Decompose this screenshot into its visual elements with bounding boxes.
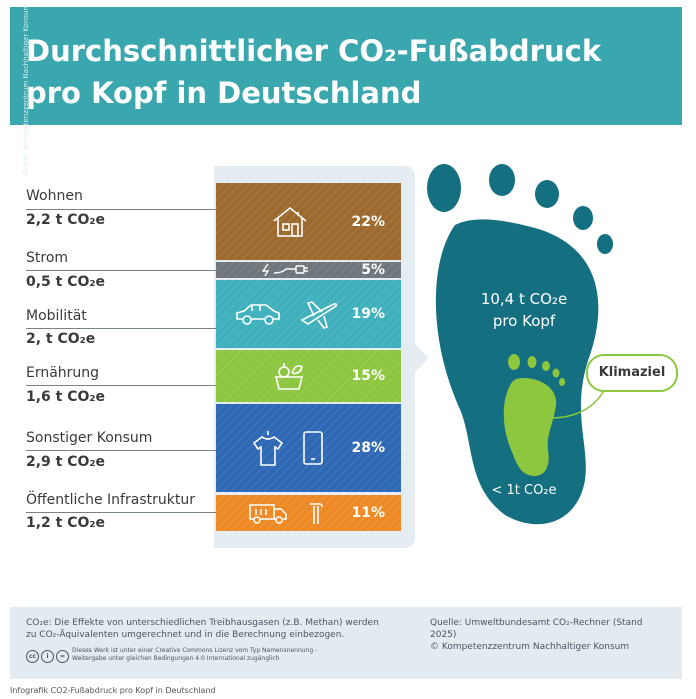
category-value-sonstiger-konsum: 2,9 t CO₂e [26,454,106,470]
toe [535,180,559,208]
footprint-total: 10,4 t CO₂e pro Kopf [464,288,584,332]
bar-oeffentliche-infrastruktur: 11% [216,495,401,531]
bar-percent-sonstiger-konsum: 28% [351,440,385,456]
title-line-2: pro Kopf in Deutschland [26,76,422,110]
small-toe [527,356,537,368]
footprint-total-unit: pro Kopf [492,312,556,330]
category-label-oeffentliche-infrastruktur: Öffentliche Infrastruktur [26,492,195,508]
license-text: Dieses Werk ist unter einer Creative Com… [72,647,318,662]
title-line-1: Durchschnittlicher CO₂-Fußabdruck [26,34,602,68]
small-toe [542,361,550,371]
cc-icon: cc [26,650,39,663]
truck-icon [249,504,287,524]
smartphone-icon [303,431,323,465]
small-toe [508,354,520,370]
footprint-graphic [427,164,631,525]
leader-line [26,270,216,271]
small-footprint [503,354,565,476]
leader-line [26,450,216,451]
footer-note: CO₂e: Die Effekte von unterschiedlichen … [26,618,379,640]
category-label-sonstiger-konsum: Sonstiger Konsum [26,430,153,446]
toe [573,206,593,230]
bar-percent-strom: 5% [361,262,385,278]
bar-percent-ernaehrung: 15% [351,368,385,384]
leader-line [26,209,216,210]
header-banner: Grafik: Kompetenzzentrum Nachhaltiger Ko… [10,4,682,175]
toe [489,164,515,196]
source-line-2: © Kompetenzzentrum Nachhaltiger Konsum [430,642,630,652]
footer: CO₂e: Die Effekte von unterschiedlichen … [10,607,682,679]
big-footprint [427,164,613,525]
footer-source: Quelle: Umweltbundesamt CO₂-Rechner (Sta… [430,617,670,653]
by-icon: i [41,650,54,663]
pipe-icon [310,503,323,524]
house-icon [273,206,307,237]
toe [597,234,613,254]
footprint-target: < 1t CO₂e [491,483,557,498]
plug-icon [261,263,308,277]
sole [435,219,599,525]
food-basket-icon [274,363,304,390]
leader-line [26,328,216,329]
bar-sonstiger-konsum: 28% [216,404,401,492]
car-icon [236,304,280,325]
toe-big [427,164,461,212]
cc-license-badges: cc i = [26,650,69,663]
category-value-strom: 0,5 t CO₂e [26,274,106,290]
category-label-mobilitaet: Mobilität [26,308,87,324]
small-sole [503,378,557,476]
footprint-total-value: 10,4 t CO₂e [480,290,568,308]
category-label-ernaehrung: Ernährung [26,365,100,381]
category-label-strom: Strom [26,250,69,266]
bar-mobilitaet: 19% [216,280,401,348]
klimaziel-badge: Klimaziel [586,354,678,392]
leader-line [26,512,216,513]
panel-notch [415,344,429,372]
sa-icon: = [56,650,69,663]
leader-line [26,385,216,386]
page-title: Durchschnittlicher CO₂-Fußabdruck pro Ko… [26,30,601,114]
source-line-1: Quelle: Umweltbundesamt CO₂-Rechner (Sta… [430,618,643,640]
bar-percent-oeffentliche-infrastruktur: 11% [351,505,385,521]
bar-ernaehrung: 15% [216,350,401,402]
tshirt-icon [252,431,284,466]
category-label-wohnen: Wohnen [26,188,83,204]
small-toe [552,368,560,378]
image-caption: Infografik CO2-Fußabdruck pro Kopf in De… [10,686,216,695]
category-value-ernaehrung: 1,6 t CO₂e [26,389,106,405]
category-value-wohnen: 2,2 t CO₂e [26,212,106,228]
small-toe [559,378,565,386]
bar-percent-wohnen: 22% [351,213,385,230]
bar-percent-mobilitaet: 19% [351,306,385,322]
plane-icon [300,301,338,329]
category-value-oeffentliche-infrastruktur: 1,2 t CO₂e [26,515,106,531]
bar-strom: 5% [216,262,401,278]
bar-wohnen: 22% [216,183,401,260]
category-value-mobilitaet: 2, t CO₂e [26,331,96,347]
